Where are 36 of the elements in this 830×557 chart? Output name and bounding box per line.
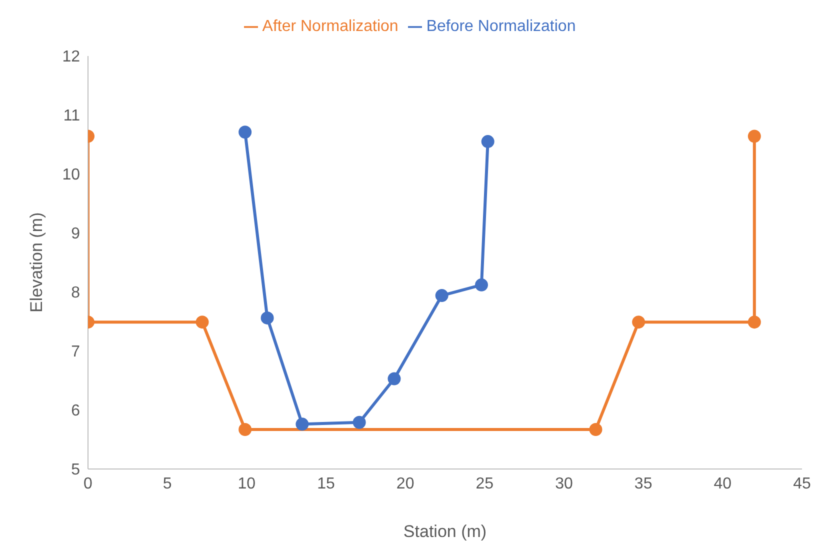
y-tick-label: 11: [63, 108, 80, 125]
point: [481, 135, 494, 148]
y-tick-label: 12: [62, 48, 80, 66]
point: [748, 130, 761, 143]
y-tick-label: 5: [71, 462, 80, 479]
x-tick-label: 40: [714, 475, 732, 492]
x-tick-label: 15: [317, 475, 335, 492]
legend-label: After Normalization: [262, 18, 398, 35]
legend-label: Before Normalization: [426, 18, 576, 35]
point: [474, 278, 488, 292]
point: [238, 126, 252, 139]
x-tick-label: 10: [238, 475, 256, 492]
x-tick-label: 35: [634, 475, 652, 492]
point: [260, 311, 274, 324]
x-tick-label: 45: [793, 475, 811, 492]
y-tick-label: 6: [71, 402, 80, 420]
x-tick-label: 25: [476, 475, 494, 492]
x-tick-label: 30: [555, 475, 573, 492]
point: [352, 416, 366, 429]
y-tick-label: 10: [62, 166, 80, 184]
y-tick-label: 9: [71, 226, 80, 243]
x-tick-label: 5: [162, 475, 172, 492]
point: [632, 316, 646, 329]
x-tick-label: 20: [396, 475, 414, 492]
y-axis-title: Elevation (m): [27, 212, 46, 312]
y-tick-label: 8: [71, 284, 80, 302]
x-axis-title: Station (m): [403, 522, 487, 541]
y-tick-label: 7: [71, 344, 80, 361]
point: [196, 316, 209, 329]
point: [589, 422, 602, 436]
point: [748, 316, 761, 329]
point: [388, 372, 401, 386]
point: [296, 418, 309, 431]
point: [238, 422, 252, 436]
point: [435, 289, 448, 302]
x-tick-label: 0: [84, 475, 93, 492]
